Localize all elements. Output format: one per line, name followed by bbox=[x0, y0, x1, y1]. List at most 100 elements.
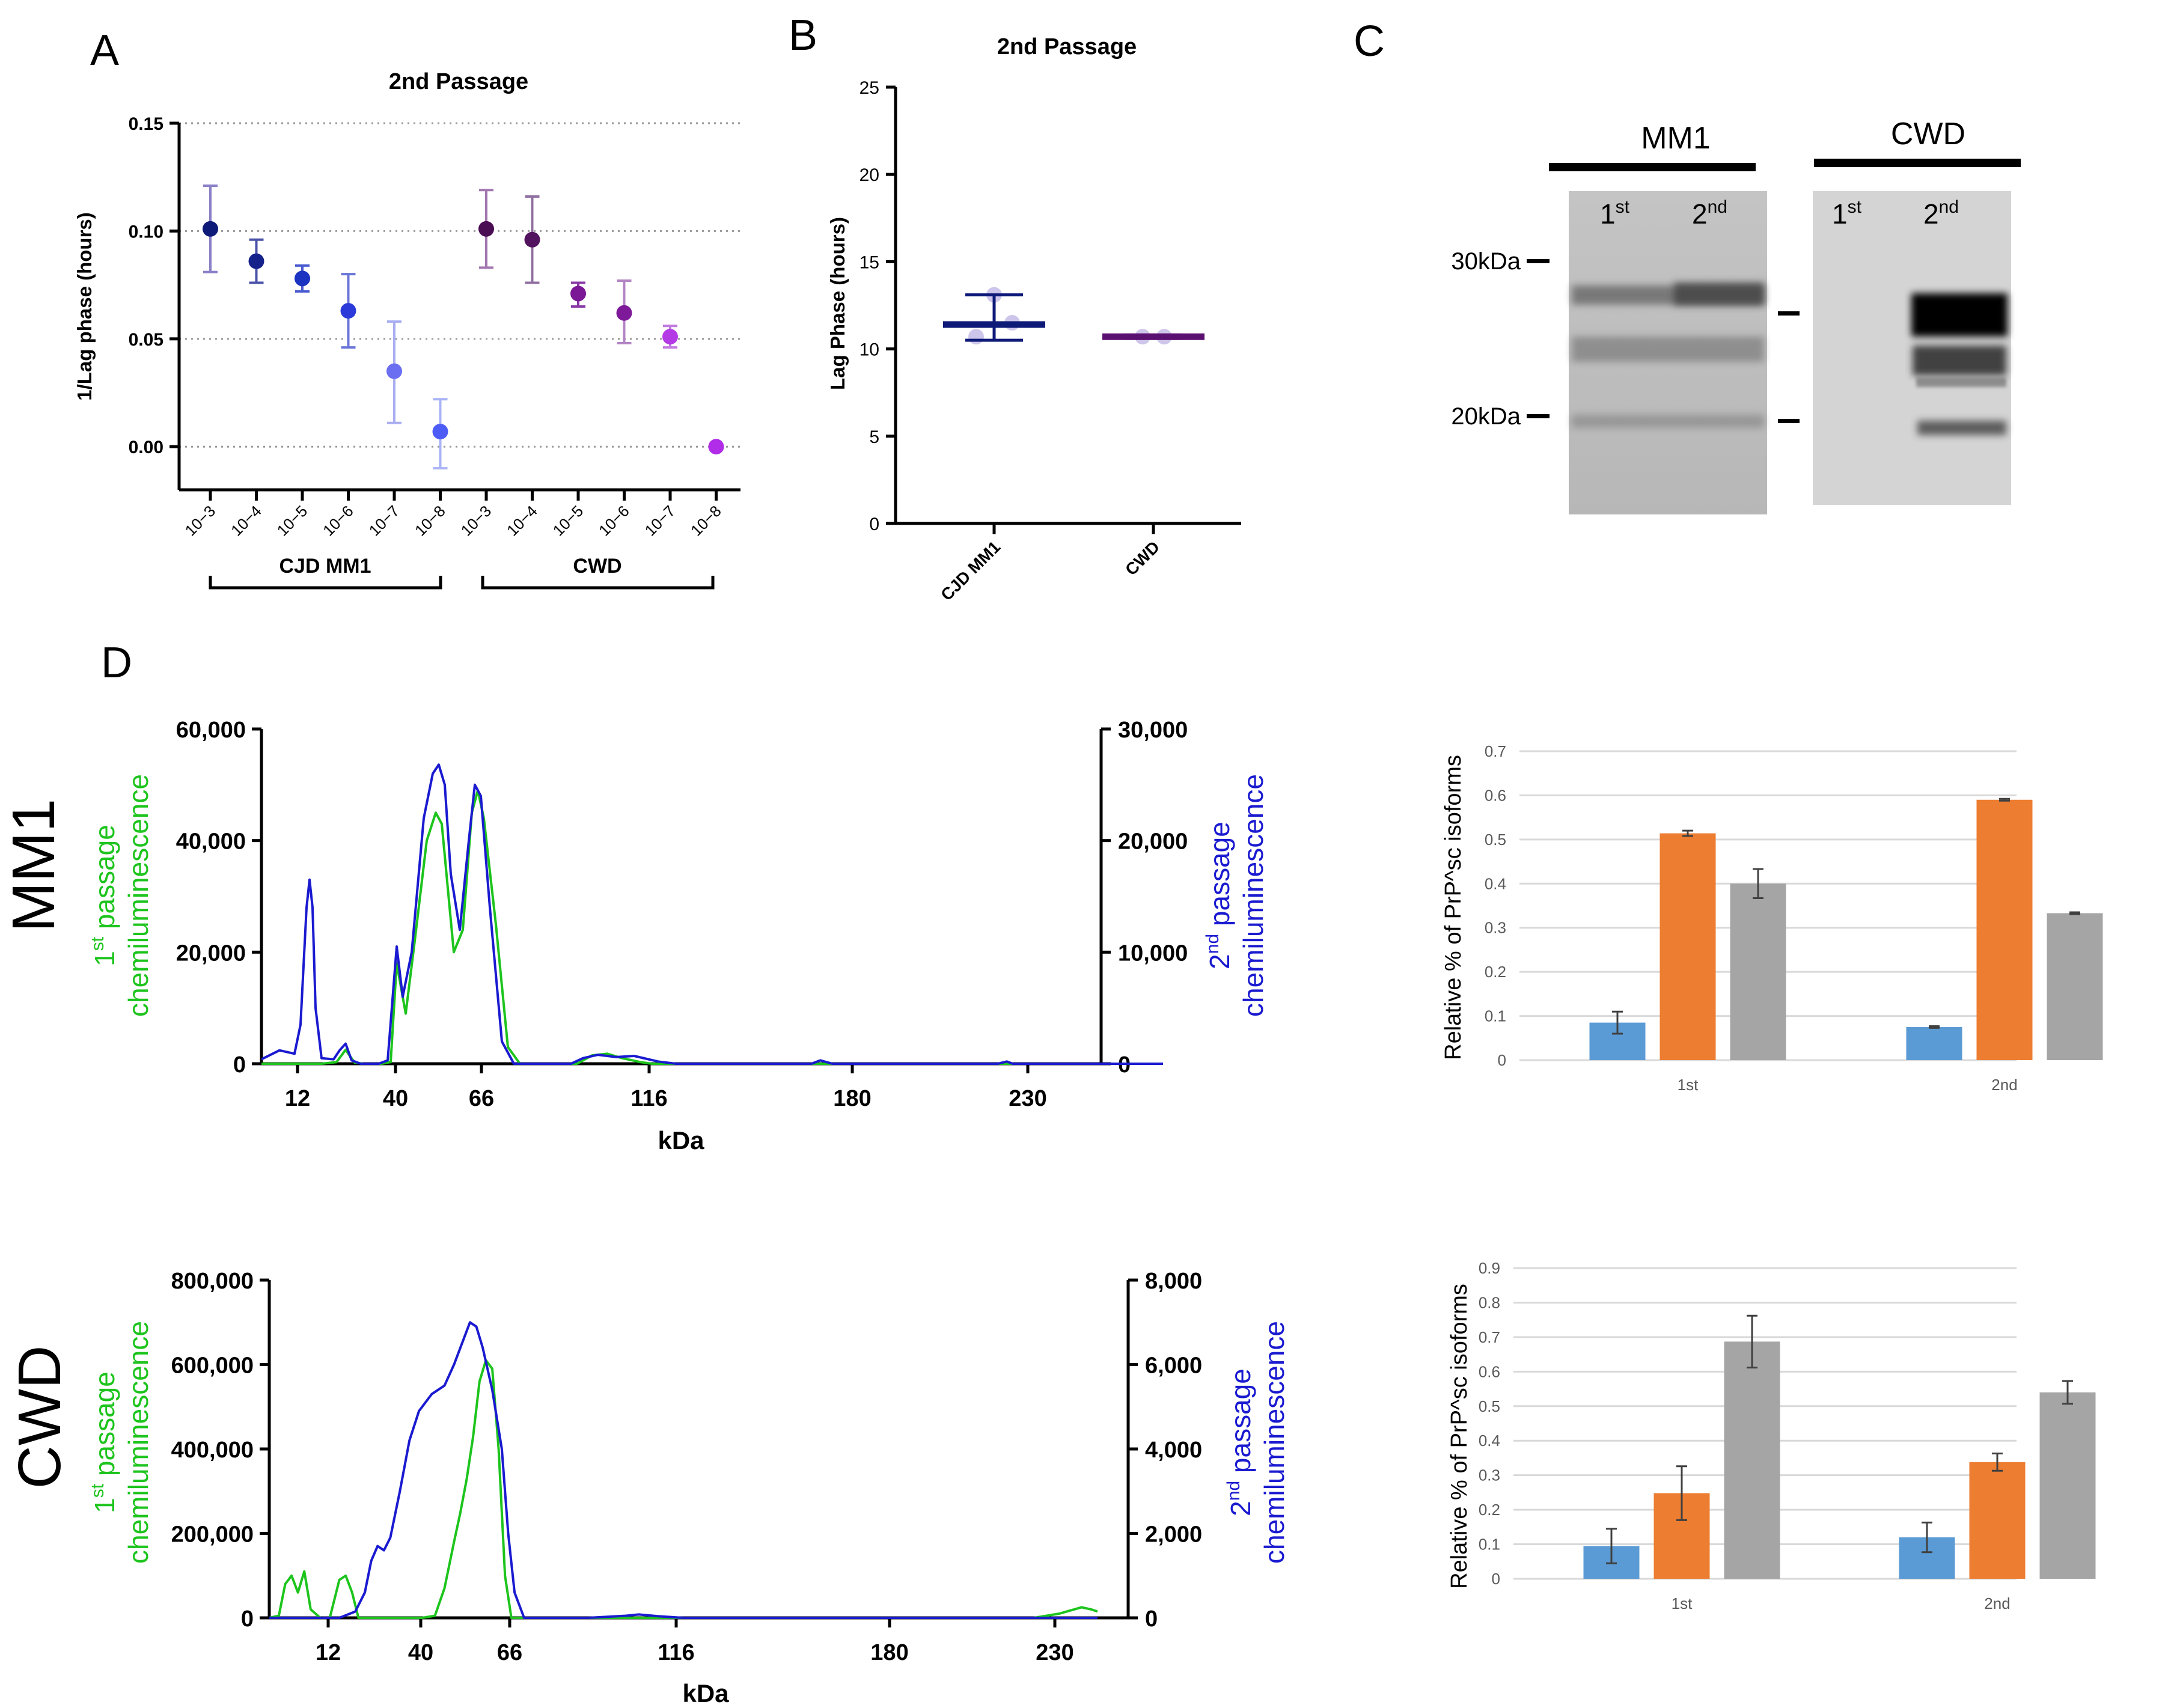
dcwd-left-ylabel: 1st passage chemiluminescence bbox=[88, 1321, 154, 1564]
blot-cwd-bands bbox=[1911, 293, 2008, 435]
chart-b-ytick-label: 10 bbox=[860, 340, 879, 360]
bcwd-bar bbox=[1724, 1314, 1780, 1579]
chart-b-xtick-label: CWD bbox=[1122, 537, 1163, 579]
bcwd-ytick-label: 0.1 bbox=[1479, 1536, 1500, 1554]
blot-group-mm1-bar bbox=[1549, 163, 1756, 171]
chart-a-ylabel: 1/Lag phase (hours) bbox=[73, 212, 96, 401]
panel-b-chart: 2nd Passage 0 5 10 15 20 25 CJD MM1 CWD Lag Ph… bbox=[826, 34, 1241, 604]
dcwd-xlabel: kDa bbox=[682, 1679, 729, 1707]
bcwd-ytick-label: 0.6 bbox=[1479, 1362, 1500, 1380]
dcwd-series-line bbox=[269, 1321, 1098, 1619]
chart-a-point bbox=[386, 320, 402, 424]
dcwd-x-tick-label: 230 bbox=[1036, 1640, 1073, 1665]
blot-lane-cwd-2nd: 2nd bbox=[1923, 197, 1959, 230]
blot-marker-30kda: 30kDa bbox=[1451, 248, 1521, 275]
chart-a-group-bracket-cwd bbox=[481, 576, 715, 590]
bcwd-category-label: 1st bbox=[1672, 1594, 1693, 1612]
panel-label-c: C bbox=[1354, 17, 1385, 66]
bmm1-category-label: 2nd bbox=[1991, 1076, 2017, 1094]
dcwd-right-tick-label: 0 bbox=[1145, 1606, 1158, 1632]
dcwd-right-tick-label: 2,000 bbox=[1145, 1522, 1202, 1548]
panel-label-d: D bbox=[101, 639, 132, 687]
chart-a-point bbox=[295, 264, 310, 293]
chart-a-xtick-label: 10−4 bbox=[503, 502, 541, 540]
chart-b-group bbox=[943, 287, 1045, 345]
dcwd-x-tick-label: 180 bbox=[870, 1640, 908, 1665]
svg-text:chemiluminescence: chemiluminescence bbox=[123, 1321, 154, 1564]
chart-a-point bbox=[478, 189, 494, 269]
chart-a-ytick-label: 0.10 bbox=[129, 222, 163, 242]
chart-a-ytick-label: 0.15 bbox=[129, 114, 163, 134]
chart-a-point bbox=[616, 279, 632, 344]
chart-a-xtick-label: 10−3 bbox=[457, 502, 495, 540]
bmm1-bar bbox=[1976, 798, 2033, 1060]
bcwd-ytick-label: 0.8 bbox=[1479, 1293, 1500, 1311]
bcwd-bar bbox=[1899, 1521, 1955, 1579]
bmm1-bar bbox=[1730, 868, 1786, 1060]
chart-b-ytick-label: 0 bbox=[869, 514, 879, 534]
dcwd-x-tick-label: 116 bbox=[658, 1640, 694, 1665]
chart-a-point bbox=[340, 273, 356, 349]
bcwd-ytick-label: 0.2 bbox=[1479, 1501, 1500, 1519]
blot-lane-mm1-2nd: 2nd bbox=[1692, 197, 1727, 230]
chart-a-title: 2nd Passage bbox=[389, 69, 528, 94]
bmm1-category-label: 1st bbox=[1678, 1076, 1699, 1094]
bcwd-bar bbox=[1653, 1465, 1710, 1579]
dcwd-series-line bbox=[269, 1359, 1098, 1619]
chart-a-xtick-label: 10−5 bbox=[549, 502, 587, 540]
chart-a-ytick-label: 0.05 bbox=[129, 330, 163, 350]
dmm1-x-tick-label: 12 bbox=[285, 1086, 310, 1111]
dmm1-right-tick-label: 30,000 bbox=[1118, 718, 1188, 743]
dcwd-left-tick-label: 600,000 bbox=[171, 1353, 254, 1379]
dmm1-left-ylabel: 1st passage chemiluminescence bbox=[88, 774, 154, 1017]
dcwd-x-tick-label: 66 bbox=[497, 1640, 522, 1665]
blot-lane-cwd-1st: 1st bbox=[1832, 197, 1862, 230]
dcwd-left-tick-label: 0 bbox=[241, 1606, 254, 1632]
svg-text:chemiluminescence: chemiluminescence bbox=[1259, 1321, 1290, 1564]
row-label-mm1: MM1 bbox=[0, 799, 67, 932]
dmm1-x-tick-label: 40 bbox=[383, 1086, 408, 1111]
dmm1-xlabel: kDa bbox=[658, 1126, 704, 1154]
chart-b-group bbox=[1102, 329, 1205, 345]
bmm1-ytick-label: 0.1 bbox=[1485, 1007, 1506, 1025]
bcwd-bar bbox=[1969, 1452, 2026, 1579]
dcwd-left-tick-label: 200,000 bbox=[171, 1522, 254, 1548]
chart-a-group-label-cjd: CJD MM1 bbox=[279, 555, 371, 578]
bcwd-ylabel: Relative % of PrP^sc isoforms bbox=[1447, 1284, 1472, 1589]
dcwd-x-tick-label: 40 bbox=[408, 1640, 433, 1665]
dmm1-left-tick-label: 60,000 bbox=[176, 718, 246, 743]
blot-marker-20kda: 20kDa bbox=[1451, 403, 1521, 430]
blot-marker-tick-20 bbox=[1527, 414, 1550, 418]
chart-a-point bbox=[432, 398, 448, 470]
dcwd-left-tick-label: 400,000 bbox=[171, 1438, 254, 1463]
svg-text:2nd passage: 2nd passage bbox=[1203, 822, 1235, 969]
panel-label-b: B bbox=[789, 11, 817, 59]
dmm1-left-tick-label: 20,000 bbox=[176, 941, 246, 966]
chart-b-replicate bbox=[968, 329, 984, 345]
chart-a-group-bracket-cjd bbox=[209, 576, 442, 590]
bmm1-ytick-label: 0.5 bbox=[1485, 831, 1506, 849]
dcwd-right-tick-label: 8,000 bbox=[1145, 1269, 1202, 1294]
blot-marker-tick-cwd-lower bbox=[1778, 419, 1800, 423]
chart-a-point bbox=[203, 185, 218, 273]
dmm1-x-tick-label: 66 bbox=[469, 1086, 494, 1111]
chart-a-point bbox=[662, 325, 678, 349]
blot-group-cwd-bar bbox=[1814, 159, 2021, 167]
bcwd-bar bbox=[1583, 1528, 1640, 1579]
chart-a-xtick-label: 10−5 bbox=[273, 502, 311, 540]
bcwd-ytick-label: 0.4 bbox=[1479, 1432, 1500, 1450]
bmm1-ytick-label: 0.3 bbox=[1485, 919, 1506, 937]
row-label-cwd: CWD bbox=[6, 1346, 73, 1489]
chart-a-xtick-label: 10−4 bbox=[227, 502, 265, 540]
chart-b-ytick-label: 20 bbox=[860, 165, 879, 185]
dmm1-right-tick-label: 10,000 bbox=[1118, 941, 1188, 966]
bcwd-bar bbox=[2039, 1380, 2096, 1579]
bcwd-ytick-label: 0.9 bbox=[1479, 1259, 1500, 1277]
chart-b-ytick-label: 15 bbox=[860, 252, 879, 272]
bcwd-ytick-label: 0.5 bbox=[1479, 1397, 1500, 1415]
svg-text:1st passage: 1st passage bbox=[88, 825, 120, 966]
bmm1-ytick-label: 0.2 bbox=[1485, 963, 1506, 981]
chart-a-xtick-label: 10−8 bbox=[411, 502, 449, 540]
chart-a-point bbox=[248, 238, 264, 284]
